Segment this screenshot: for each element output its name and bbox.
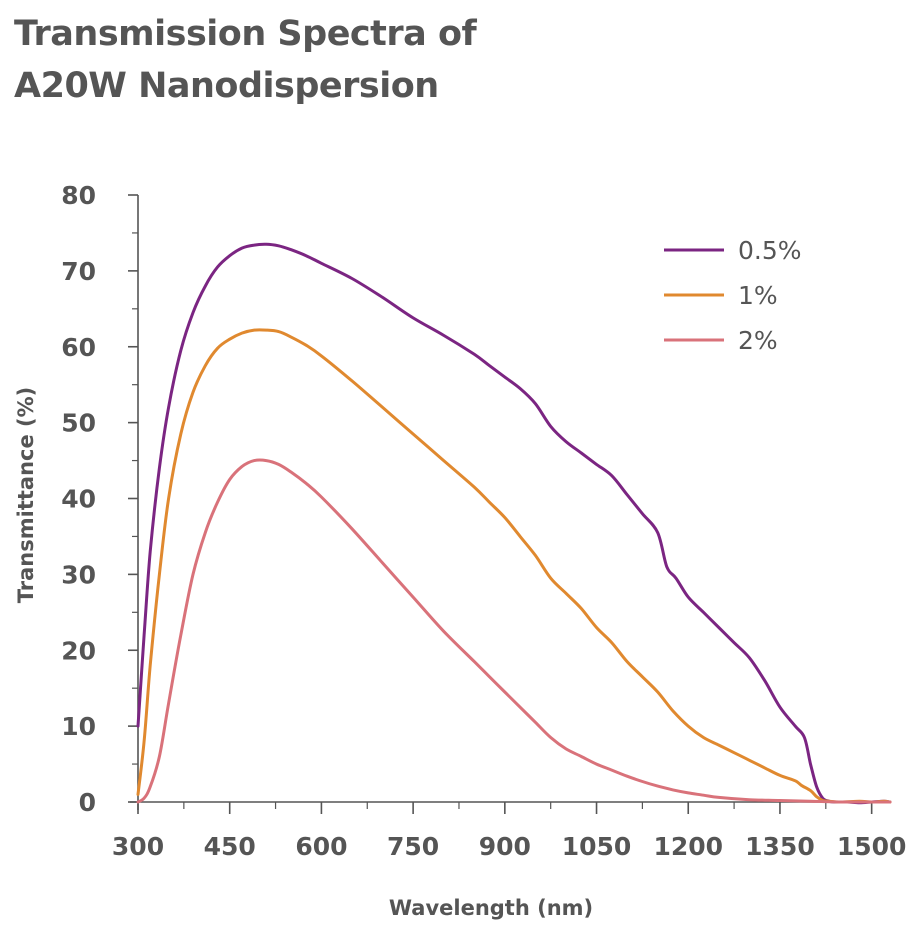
plot-lines: [136, 242, 892, 805]
x-tick-label: 450: [204, 832, 256, 861]
y-tick-label: 60: [61, 333, 96, 362]
x-tick-label: 1500: [837, 832, 907, 861]
y-tick-label: 10: [61, 712, 96, 741]
y-tick-label: 70: [61, 257, 96, 286]
y-tick-label: 80: [61, 181, 96, 210]
axes: 0 10 20 30 40 50 60 70 80 300 450 600 750 900 1050 1200…: [61, 181, 906, 861]
legend-label: 0.5%: [738, 236, 802, 265]
series-line-1: [136, 242, 892, 805]
legend: 0.5% 1% 2%: [664, 236, 802, 355]
x-tick-label: 1050: [562, 832, 632, 861]
x-tick-label: 750: [387, 832, 439, 861]
x-tick-label: 1200: [653, 832, 723, 861]
x-tick-label: 300: [112, 832, 164, 861]
series-line-3: [136, 458, 892, 804]
y-tick-label: 40: [61, 485, 96, 514]
x-axis-title: Wavelength (nm): [389, 896, 593, 920]
y-axis-title: Transmittance (%): [14, 387, 38, 604]
chart-title-line-1: Transmission Spectra of: [14, 14, 477, 54]
y-tick-label: 0: [79, 788, 96, 817]
legend-label: 1%: [738, 281, 778, 310]
legend-label: 2%: [738, 326, 778, 355]
x-tick-label: 600: [295, 832, 347, 861]
chart-title-line-2: A20W Nanodispersion: [14, 66, 439, 106]
series-line-2: [136, 328, 892, 804]
x-tick-label: 1350: [745, 832, 815, 861]
y-tick-label: 30: [61, 560, 96, 589]
chart-title: Transmission Spectra of A20W Nanodispers…: [14, 8, 477, 112]
x-tick-label: 900: [479, 832, 531, 861]
y-tick-label: 50: [61, 409, 96, 438]
y-tick-label: 20: [61, 636, 96, 665]
